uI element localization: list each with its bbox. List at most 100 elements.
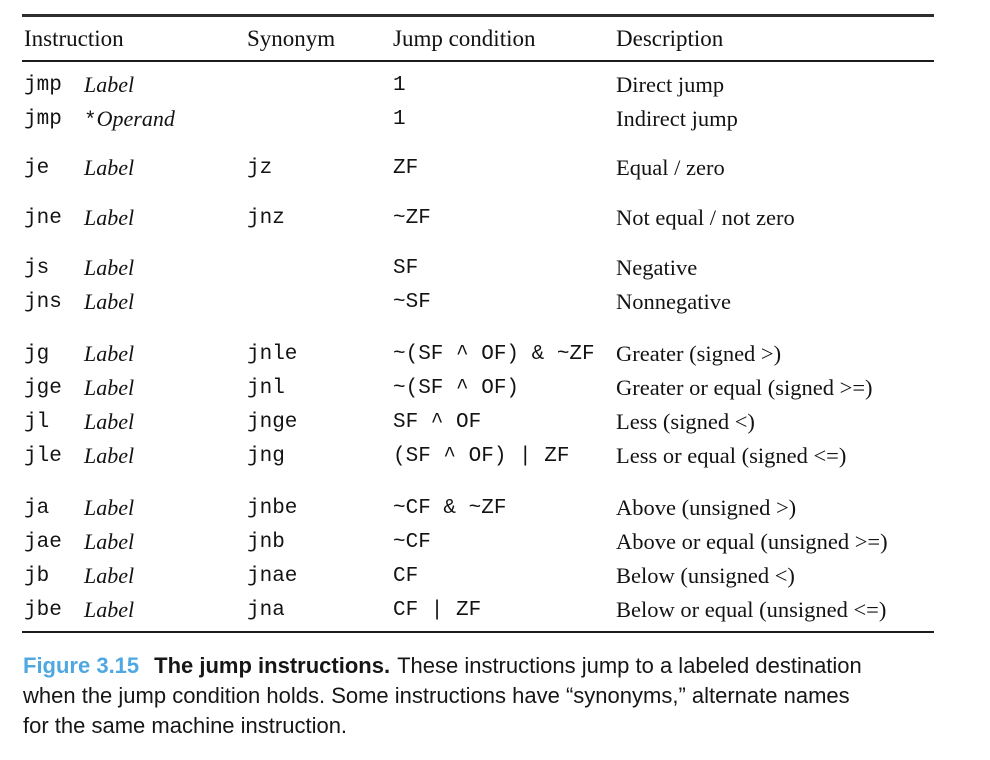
jump-condition: CF | ZF [393,598,482,622]
table-row: ja Label jnbe ~CF & ~ZF Above (unsigned >) [22,491,934,525]
instruction-mnemonic: jbe [24,598,62,622]
instruction-operand: Label [84,155,247,182]
jump-condition: CF [393,564,419,588]
operand-name: Label [84,528,135,554]
instruction-operand: Label [84,205,247,232]
instruction-operand: Label [84,529,247,556]
description: Above or equal (unsigned >=) [616,529,888,554]
operand-name: Label [84,442,135,468]
jump-instructions-table: Instruction Synonym Jump condition Descr… [22,14,934,633]
jump-condition: (SF ^ OF) | ZF [393,444,570,468]
figure-number-label: Figure 3.15 [23,653,140,678]
table-row: jg Label jnle ~(SF ^ OF) & ~ZF Greater (sign… [22,337,934,371]
jump-condition: ~(SF ^ OF) & ~ZF [393,342,595,366]
description: Greater or equal (signed >=) [616,375,873,400]
instruction-mnemonic: jg [24,342,50,366]
operand-asterisk: * [84,109,97,133]
caption-text-line3: for the same machine instruction. [23,713,348,738]
caption-text-line2: when the jump condition holds. Some inst… [23,683,850,708]
table-bottom-rule [22,631,934,633]
operand-name: Label [84,204,135,230]
instruction-mnemonic: jae [24,530,62,554]
jump-condition: 1 [393,73,406,97]
jump-condition: 1 [393,107,406,131]
operand-name: Label [84,254,135,280]
operand-name: Label [84,596,135,622]
description: Greater (signed >) [616,341,782,366]
jump-condition: SF ^ OF [393,410,482,434]
operand-name: Label [84,408,135,434]
synonym: jna [247,598,285,622]
synonym: jnge [247,410,298,434]
instruction-mnemonic: jns [24,290,62,314]
table-row: jae Label jnb ~CF Above or equal (unsigned >… [22,525,934,559]
table-row: jns Label ~SF Nonnegative [22,285,934,319]
synonym: jnb [247,530,285,554]
instruction-operand: Label [84,341,247,368]
table-row: jmp *Operand 1 Indirect jump [22,102,934,136]
operand-name: Label [84,562,135,588]
instruction-operand: *Operand [84,106,247,133]
table-top-rule [22,14,934,17]
operand-name: Label [84,154,135,180]
table-row: jl Label jnge SF ^ OF Less (signed <) [22,405,934,439]
table-row: jle Label jng (SF ^ OF) | ZF Less or equal (… [22,439,934,473]
jump-condition: ~CF [393,530,431,554]
instruction-mnemonic: js [24,256,50,280]
jump-condition: ~ZF [393,206,431,230]
synonym: jnae [247,564,298,588]
row-group: jg Label jnle ~(SF ^ OF) & ~ZF Greater (sign… [22,327,934,481]
figure-title: The jump instructions. [154,653,391,678]
instruction-mnemonic: jge [24,376,62,400]
instruction-mnemonic: jl [24,410,50,434]
column-header-instruction: Instruction [24,25,124,51]
table-row: js Label SF Negative [22,251,934,285]
description: Direct jump [616,72,725,97]
instruction-mnemonic: ja [24,496,50,520]
row-group: ja Label jnbe ~CF & ~ZF Above (unsigned >) ja… [22,481,934,631]
operand-name: Label [84,71,135,97]
table-row: jmp Label 1 Direct jump [22,68,934,102]
instruction-operand: Label [84,375,247,402]
instruction-operand: Label [84,255,247,282]
jump-condition: SF [393,256,419,280]
jump-condition: ZF [393,156,419,180]
instruction-operand: Label [84,409,247,436]
column-header-description: Description [616,25,724,51]
jump-condition: ~CF & ~ZF [393,496,507,520]
table-row: jbe Label jna CF | ZF Below or equal (unsign… [22,593,934,627]
column-header-synonym: Synonym [247,25,336,51]
description: Negative [616,255,698,280]
instruction-operand: Label [84,443,247,470]
instruction-operand: Label [84,597,247,624]
instruction-mnemonic: jb [24,564,50,588]
description: Less or equal (signed <=) [616,443,847,468]
table-header-rule [22,60,934,62]
description: Equal / zero [616,155,725,180]
operand-name: Label [84,340,135,366]
table-row: je Label jz ZF Equal / zero [22,151,934,185]
table-row: jb Label jnae CF Below (unsigned <) [22,559,934,593]
figure-caption: Figure 3.15 The jump instructions. These i… [23,651,958,741]
jump-condition: ~SF [393,290,431,314]
instruction-operand: Label [84,563,247,590]
table-header-row: Instruction Synonym Jump condition Descr… [22,17,934,60]
description: Not equal / not zero [616,205,795,230]
caption-text-line1: These instructions jump to a labeled des… [397,653,862,678]
description: Above (unsigned >) [616,495,797,520]
row-group: jne Label jnz ~ZF Not equal / not zero [22,193,934,243]
synonym: jnle [247,342,298,366]
synonym: jnbe [247,496,298,520]
table-row: jne Label jnz ~ZF Not equal / not zero [22,201,934,235]
instruction-mnemonic: je [24,156,50,180]
description: Nonnegative [616,289,731,314]
synonym: jnz [247,206,285,230]
instruction-operand: Label [84,289,247,316]
jump-condition: ~(SF ^ OF) [393,376,520,400]
description: Less (signed <) [616,409,755,434]
synonym: jng [247,444,285,468]
instruction-operand: Label [84,72,247,99]
instruction-operand: Label [84,495,247,522]
row-group: je Label jz ZF Equal / zero [22,142,934,193]
